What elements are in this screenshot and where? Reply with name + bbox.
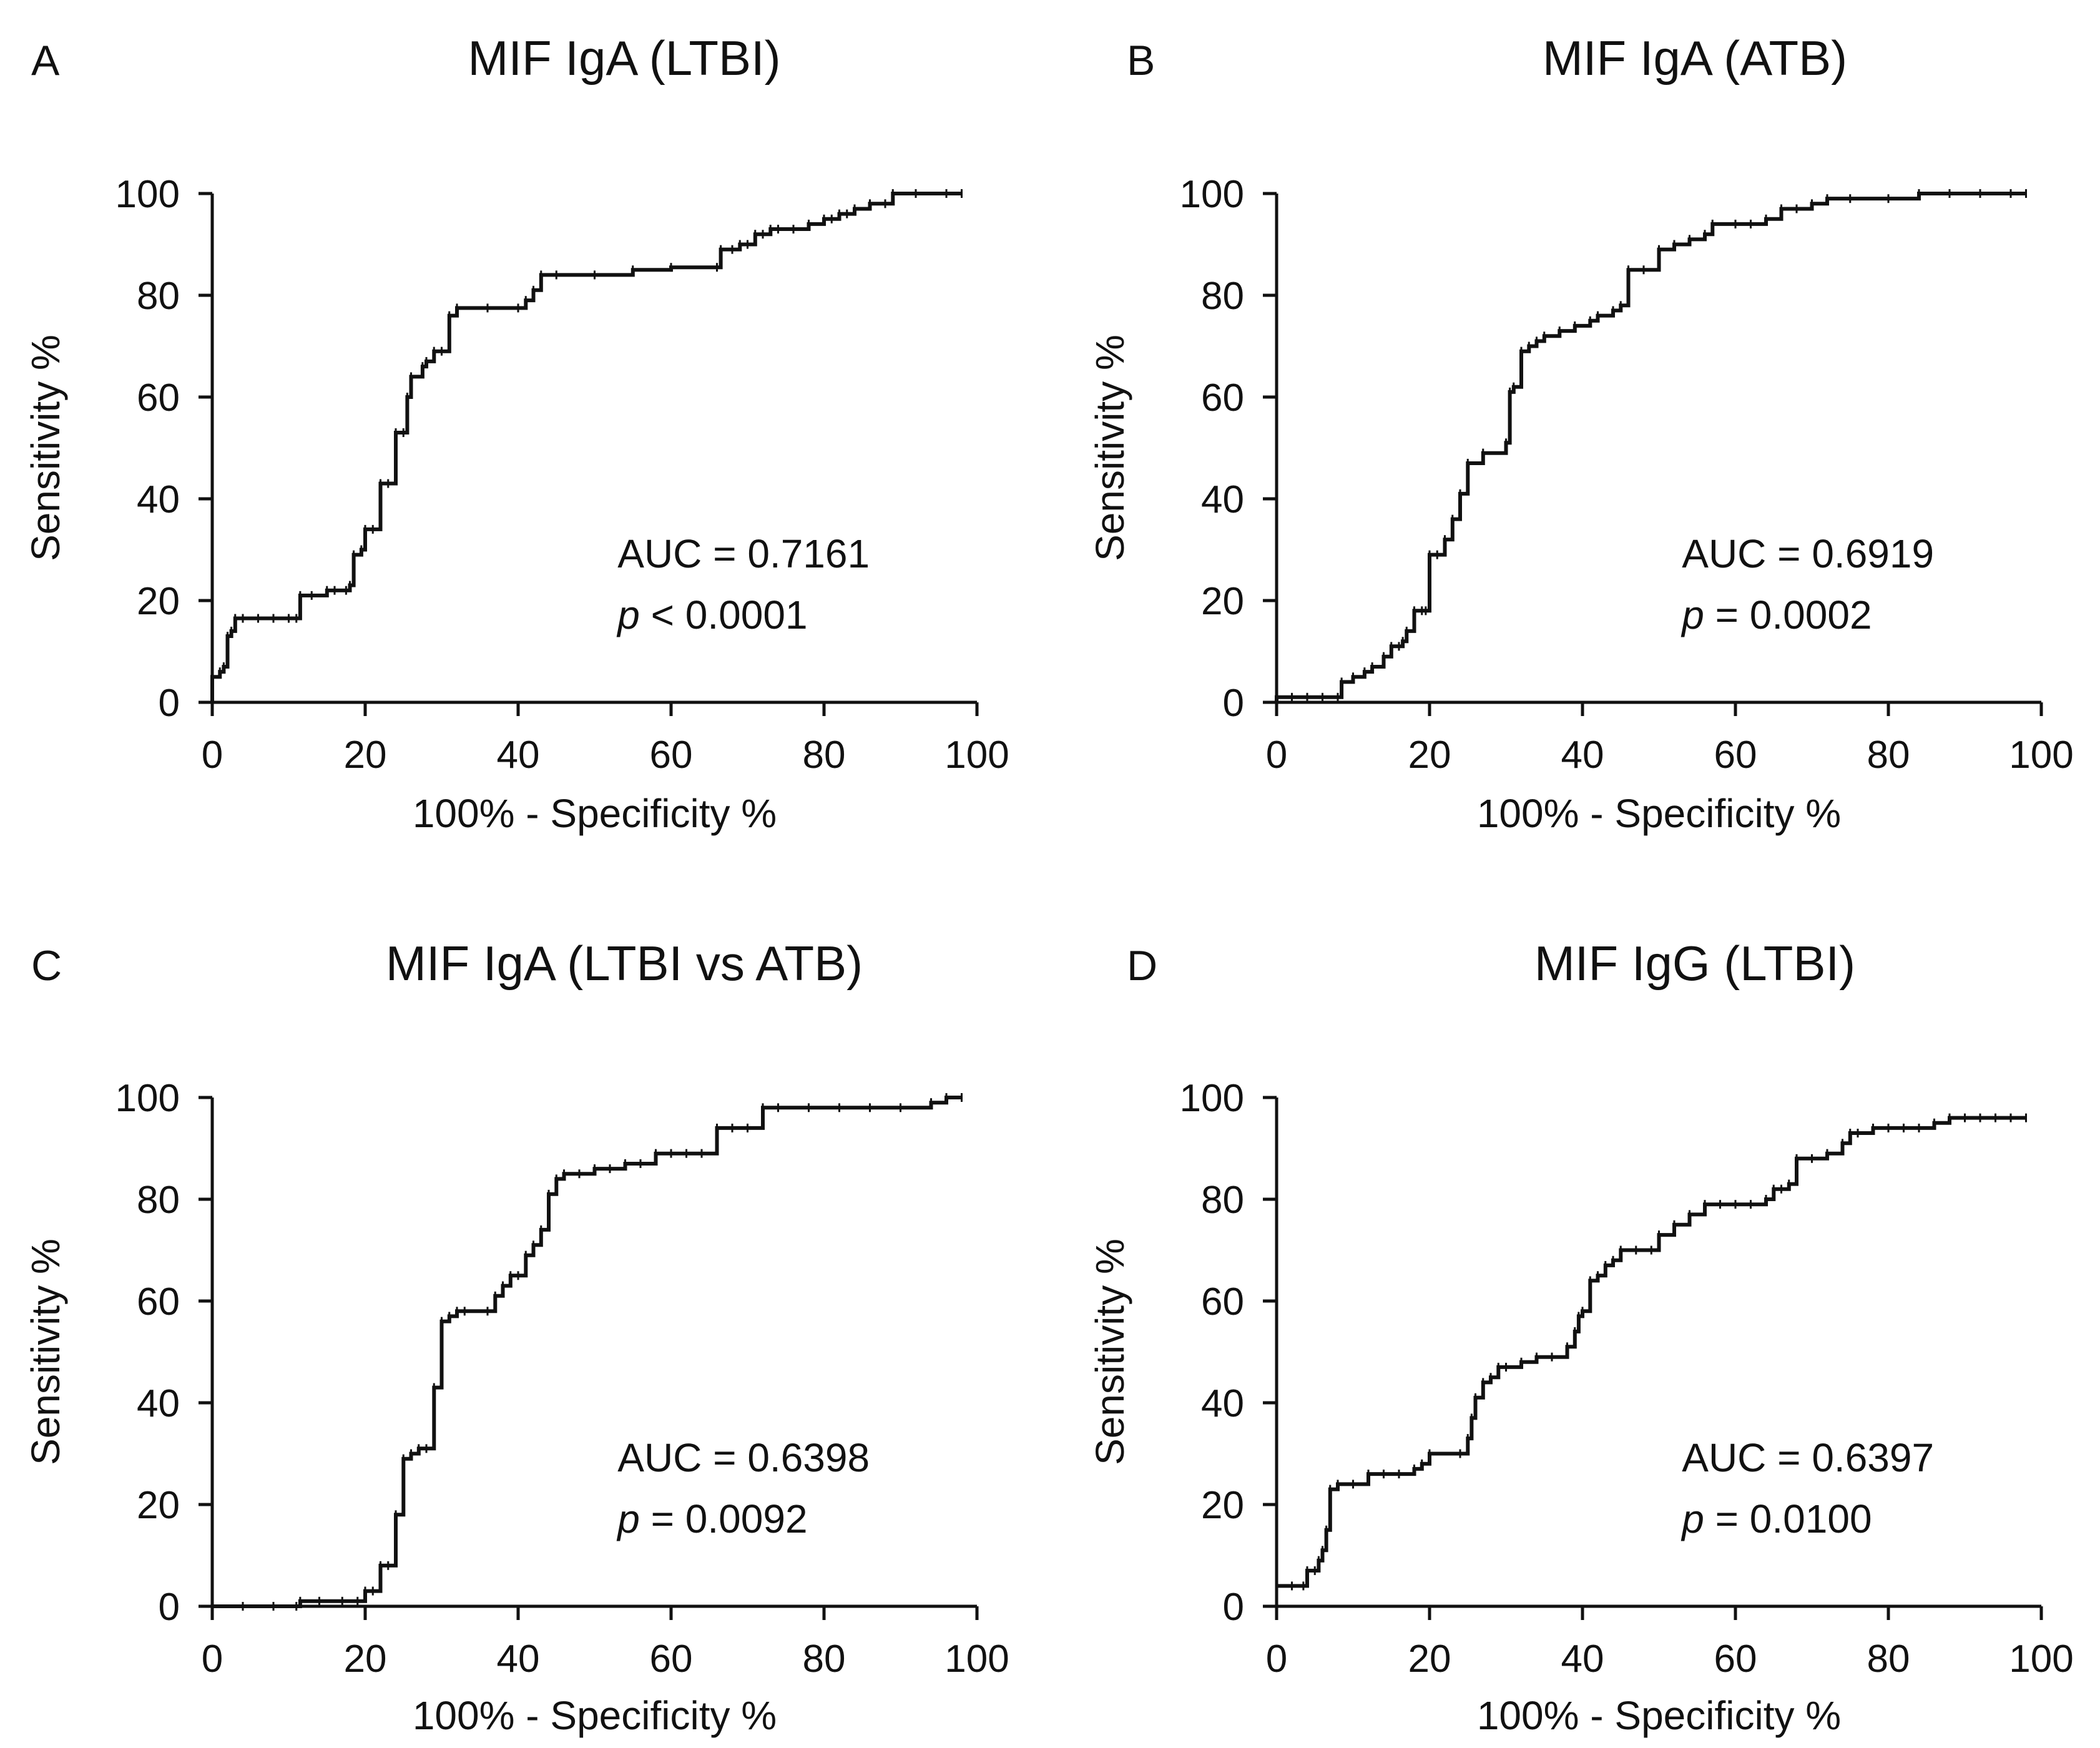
chart-d: D MIF IgG (LTBI) 0 20 40 60 80 100 0 20 40 60 80 100 1… — [1087, 936, 2074, 1738]
chart-c-auc-text: AUC = 0.6398 — [617, 1435, 870, 1480]
chart-a: A MIF IgA (LTBI) 0 20 40 60 80 100 0 20 40 60 80 100 1… — [23, 31, 1009, 836]
chart-c-y-tick-label: 100 — [115, 1077, 180, 1120]
chart-c-x-tick-label: 0 — [202, 1638, 223, 1681]
chart-b-panel-letter: B — [1127, 37, 1155, 84]
chart-d-x-tick-label: 100 — [2009, 1638, 2073, 1681]
chart-b-x-tick-label: 60 — [1714, 734, 1757, 777]
chart-c-y-tick-label: 0 — [159, 1586, 180, 1629]
chart-c-p-symbol: p — [616, 1496, 640, 1541]
chart-d-x-axis-label: 100% - Specificity % — [1477, 1693, 1841, 1738]
chart-b-p-symbol: p — [1680, 592, 1704, 637]
chart-b-x-tick-label: 0 — [1266, 734, 1287, 777]
chart-b-x-tick-label: 40 — [1561, 734, 1604, 777]
chart-b-y-tick-label: 80 — [1201, 275, 1244, 318]
chart-a-y-tick-label: 0 — [159, 682, 180, 725]
chart-a-roc-curve — [210, 192, 962, 702]
chart-a-x-axis-label: 100% - Specificity % — [413, 791, 777, 836]
chart-a-p-value-text: p < 0.0001 — [616, 592, 807, 637]
chart-b-y-tick-label: 100 — [1180, 173, 1244, 216]
chart-a-x-tick-label: 100 — [945, 734, 1009, 777]
chart-b-x-axis-label: 100% - Specificity % — [1477, 791, 1841, 836]
chart-a-y-tick-label: 40 — [137, 478, 180, 521]
chart-b-y-tick-label: 60 — [1201, 376, 1244, 420]
chart-a-auc-text: AUC = 0.7161 — [617, 531, 870, 576]
chart-d-p-symbol: p — [1680, 1496, 1704, 1541]
chart-a-y-tick-label: 60 — [137, 376, 180, 420]
chart-a-x-tick-label: 40 — [497, 734, 540, 777]
chart-c-p-value-text: p = 0.0092 — [616, 1496, 807, 1541]
chart-d-x-tick-label: 60 — [1714, 1638, 1757, 1681]
chart-d-y-tick-label: 0 — [1223, 1586, 1244, 1629]
chart-a-y-tick-label: 20 — [137, 580, 180, 623]
chart-a-y-tick-label: 100 — [115, 173, 180, 216]
chart-a-y-tick-label: 80 — [137, 275, 180, 318]
chart-d-y-axis-label: Sensitivity % — [1087, 1239, 1132, 1465]
chart-c-x-axis-label: 100% - Specificity % — [413, 1693, 777, 1738]
chart-c-y-tick-label: 60 — [137, 1280, 180, 1323]
chart-c-y-tick-label: 80 — [137, 1179, 180, 1222]
chart-b-auc-text: AUC = 0.6919 — [1682, 531, 1934, 576]
chart-a-x-tick-label: 20 — [344, 734, 387, 777]
chart-c-x-tick-label: 40 — [497, 1638, 540, 1681]
chart-d-roc-curve — [1277, 1116, 2026, 1588]
chart-d-x-tick-label: 40 — [1561, 1638, 1604, 1681]
chart-b-y-tick-label: 40 — [1201, 478, 1244, 521]
chart-d-y-tick-label: 60 — [1201, 1280, 1244, 1323]
chart-c-y-tick-label: 40 — [137, 1382, 180, 1425]
chart-a-title: MIF IgA (LTBI) — [468, 31, 780, 86]
chart-d-y-tick-label: 80 — [1201, 1179, 1244, 1222]
chart-d-y-tick-label: 40 — [1201, 1382, 1244, 1425]
chart-c-panel-letter: C — [31, 942, 62, 989]
chart-c: C MIF IgA (LTBI vs ATB) 0 20 40 60 80 100 0 20 40 6… — [23, 936, 1009, 1738]
chart-d-auc-text: AUC = 0.6397 — [1682, 1435, 1934, 1480]
chart-a-y-axis-label: Sensitivity % — [23, 335, 68, 561]
chart-b-x-tick-label: 80 — [1867, 734, 1910, 777]
chart-d-y-tick-label: 100 — [1180, 1077, 1244, 1120]
chart-a-x-tick-label: 0 — [202, 734, 223, 777]
chart-d-x-tick-label: 0 — [1266, 1638, 1287, 1681]
chart-c-title: MIF IgA (LTBI vs ATB) — [386, 936, 863, 991]
chart-a-x-tick-label: 80 — [803, 734, 846, 777]
chart-a-p-value: < 0.0001 — [640, 592, 808, 637]
chart-b-title: MIF IgA (ATB) — [1543, 31, 1847, 86]
chart-b-p-value-text: p = 0.0002 — [1680, 592, 1872, 637]
chart-c-p-value: = 0.0092 — [640, 1496, 808, 1541]
chart-c-y-axis-label: Sensitivity % — [23, 1239, 68, 1465]
chart-d-panel-letter: D — [1127, 942, 1157, 989]
chart-c-x-tick-label: 80 — [803, 1638, 846, 1681]
chart-d-p-value-text: p = 0.0100 — [1680, 1496, 1872, 1541]
chart-b: B MIF IgA (ATB) 0 20 40 60 80 100 0 20 40 60 80 100 10… — [1087, 31, 2074, 836]
chart-d-x-tick-label: 20 — [1408, 1638, 1451, 1681]
chart-c-y-tick-label: 20 — [137, 1484, 180, 1527]
chart-b-y-axis-label: Sensitivity % — [1087, 335, 1132, 561]
chart-c-x-tick-label: 100 — [945, 1638, 1009, 1681]
chart-a-p-symbol: p — [616, 592, 640, 637]
chart-b-p-value: = 0.0002 — [1704, 592, 1872, 637]
chart-a-x-tick-label: 60 — [650, 734, 693, 777]
chart-b-x-tick-label: 20 — [1408, 734, 1451, 777]
chart-b-y-tick-label: 20 — [1201, 580, 1244, 623]
chart-c-x-tick-label: 60 — [650, 1638, 693, 1681]
chart-b-roc-curve — [1275, 192, 2026, 702]
chart-a-panel-letter: A — [31, 37, 60, 84]
chart-b-x-tick-label: 100 — [2009, 734, 2073, 777]
chart-d-title: MIF IgG (LTBI) — [1534, 936, 1855, 991]
chart-c-roc-curve — [212, 1096, 962, 1608]
chart-b-y-tick-label: 0 — [1223, 682, 1244, 725]
chart-d-p-value: = 0.0100 — [1704, 1496, 1872, 1541]
chart-d-x-tick-label: 80 — [1867, 1638, 1910, 1681]
chart-c-x-tick-label: 20 — [344, 1638, 387, 1681]
chart-d-y-tick-label: 20 — [1201, 1484, 1244, 1527]
